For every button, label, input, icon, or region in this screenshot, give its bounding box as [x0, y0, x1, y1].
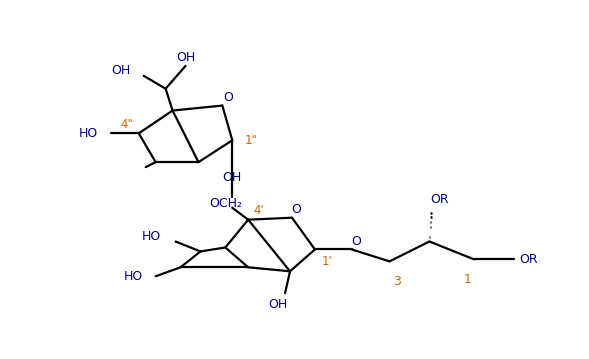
Text: 1: 1: [463, 273, 471, 286]
Text: OR: OR: [430, 194, 449, 206]
Text: OH: OH: [176, 51, 195, 65]
Text: 4": 4": [120, 118, 133, 131]
Text: HO: HO: [79, 127, 98, 140]
Text: 1": 1": [244, 134, 257, 147]
Text: OH: OH: [269, 298, 287, 311]
Text: 4': 4': [253, 204, 264, 217]
Text: O: O: [291, 203, 301, 216]
Text: O: O: [223, 91, 233, 104]
Text: OR: OR: [519, 253, 538, 266]
Text: HO: HO: [141, 230, 161, 243]
Text: 1': 1': [322, 255, 333, 268]
Text: O: O: [351, 235, 360, 248]
Text: 3: 3: [393, 275, 402, 288]
Text: HO: HO: [124, 270, 143, 283]
Text: OH: OH: [111, 64, 131, 77]
Text: OCH₂: OCH₂: [209, 197, 242, 210]
Text: OH: OH: [223, 171, 242, 183]
